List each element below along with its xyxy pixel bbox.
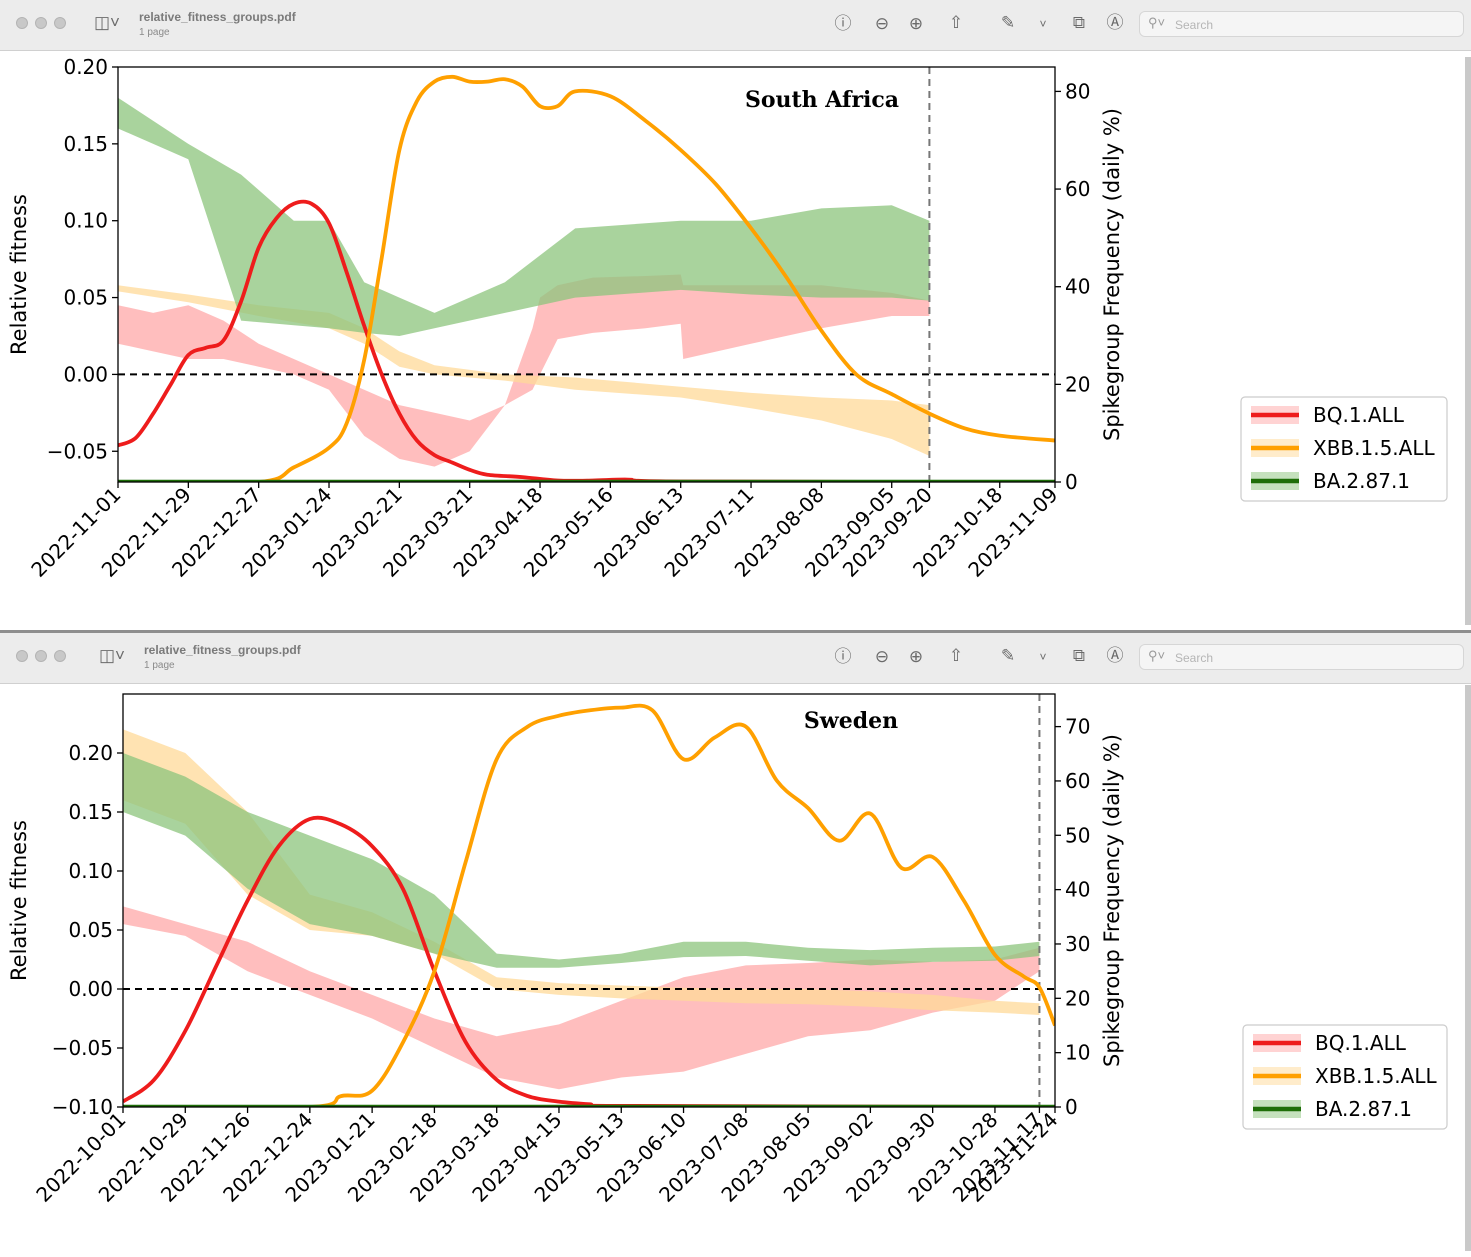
legend-label-ba-2-87-1: BA.2.87.1 [1315, 1097, 1412, 1121]
fitness-band-bq-1-all [118, 274, 930, 467]
zoom-window-button[interactable] [54, 650, 66, 662]
pdf-page-2: 0.20 0.15 0.10 0.05 0.00 −0.05 −0.10 70 60 50 40 30… [6, 685, 1465, 1251]
document-subtitle: 1 page [139, 27, 170, 38]
search-icon: ⚲˅ [1148, 15, 1166, 30]
close-window-button[interactable] [16, 650, 28, 662]
scrollbar[interactable] [1465, 685, 1471, 1251]
preview-window-1: ◫˅ relative_fitness_groups.pdf 1 page ⓘ … [0, 0, 1471, 630]
legend-label-ba-2-87-1: BA.2.87.1 [1313, 469, 1410, 493]
minimize-window-button[interactable] [35, 17, 47, 29]
plot-frame [117, 66, 1056, 483]
info-icon[interactable]: ⓘ [834, 14, 852, 33]
search-placeholder: Search [1175, 651, 1214, 665]
y-axis-label: Relative fitness [7, 820, 31, 981]
plot-frame [122, 693, 1056, 1108]
y2-tick-label: 50 [1065, 823, 1090, 847]
chevron-down-icon[interactable]: ˅ [1039, 17, 1047, 31]
plot-content [118, 67, 1055, 482]
markup-icon[interactable]: ✎ [1000, 646, 1016, 665]
window-toolbar: ◫˅ relative_fitness_groups.pdf 1 page ⓘ … [0, 633, 1471, 684]
y2-axis-label: Spikegroup Frequency (daily %) [1100, 734, 1124, 1067]
zoom-window-button[interactable] [54, 17, 66, 29]
y2-tick-label: 10 [1065, 1041, 1090, 1065]
y2-tick-label: 40 [1065, 878, 1090, 902]
minimize-window-button[interactable] [35, 650, 47, 662]
y-tick-label: 0.10 [63, 209, 108, 233]
info-icon[interactable]: ⓘ [834, 647, 852, 666]
search-field[interactable]: ⚲˅ Search [1139, 644, 1464, 670]
legend-label-xbb-1-5-all: XBB.1.5.ALL [1313, 436, 1435, 460]
search-icon: ⚲˅ [1148, 648, 1166, 663]
y-tick-label: 0.00 [63, 362, 108, 386]
sweden-chart: 0.20 0.15 0.10 0.05 0.00 −0.05 −0.10 70 60 50 40 30… [7, 693, 1448, 1207]
legend-label-bq-1-all: BQ.1.ALL [1313, 403, 1405, 427]
y2-tick-label: 20 [1065, 372, 1090, 396]
share-icon[interactable]: ⇧ [948, 646, 964, 665]
scrollbar[interactable] [1465, 57, 1471, 625]
chevron-down-icon[interactable]: ˅ [1039, 650, 1047, 664]
y-tick-label: 0.20 [63, 57, 108, 79]
y2-tick-label: 20 [1065, 986, 1090, 1010]
share-icon[interactable]: ⇧ [948, 13, 964, 32]
fitness-band-ba-2-87-1 [118, 97, 930, 336]
zoom-out-icon[interactable]: ⊖ [874, 14, 890, 33]
frequency-line-xbb-1-5-all [118, 74, 1055, 482]
y2-tick-label: 0 [1065, 470, 1078, 494]
y2-tick-label: 60 [1065, 177, 1090, 201]
search-field[interactable]: ⚲˅ Search [1139, 11, 1464, 37]
search-placeholder: Search [1175, 18, 1214, 32]
pdf-page-1: 0.20 0.15 0.10 0.05 0.00 −0.05 80 60 40 20 0 2022-1… [6, 55, 1465, 625]
document-subtitle: 1 page [144, 660, 175, 671]
document-title: relative_fitness_groups.pdf [139, 10, 296, 24]
chart-title: Sweden [804, 708, 898, 734]
y2-tick-label: 60 [1065, 769, 1090, 793]
y2-axis-label: Spikegroup Frequency (daily %) [1100, 108, 1124, 441]
zoom-out-icon[interactable]: ⊖ [874, 647, 890, 666]
zoom-in-icon[interactable]: ⊕ [908, 14, 924, 33]
annotate-icon[interactable]: Ⓐ [1106, 646, 1124, 665]
window-toolbar: ◫˅ relative_fitness_groups.pdf 1 page ⓘ … [0, 0, 1471, 51]
y2-tick-label: 80 [1065, 79, 1090, 103]
y-tick-label: −0.05 [52, 1036, 113, 1060]
rotate-icon[interactable]: ⧉ [1072, 13, 1086, 32]
document-title: relative_fitness_groups.pdf [144, 643, 301, 657]
legend-label-xbb-1-5-all: XBB.1.5.ALL [1315, 1064, 1437, 1088]
y-tick-label: 0.15 [63, 132, 108, 156]
rotate-icon[interactable]: ⧉ [1072, 646, 1086, 665]
sidebar-icon[interactable]: ◫˅ [99, 646, 125, 665]
preview-window-2: ◫˅ relative_fitness_groups.pdf 1 page ⓘ … [0, 633, 1471, 1257]
close-window-button[interactable] [16, 17, 28, 29]
chart-title: South Africa [745, 87, 899, 113]
y-tick-label: 0.20 [68, 741, 113, 765]
annotate-icon[interactable]: Ⓐ [1106, 13, 1124, 32]
y-tick-label: −0.05 [47, 439, 108, 463]
fitness-band-ba-2-87-1 [123, 753, 1040, 968]
markup-icon[interactable]: ✎ [1000, 13, 1016, 32]
y-tick-label: −0.10 [52, 1095, 113, 1119]
y2-tick-label: 30 [1065, 932, 1090, 956]
y-tick-label: 0.00 [68, 977, 113, 1001]
y-tick-label: 0.10 [68, 859, 113, 883]
zoom-in-icon[interactable]: ⊕ [908, 647, 924, 666]
plot-content [123, 694, 1055, 1107]
y2-tick-label: 40 [1065, 275, 1090, 299]
fitness-band-xbb-1-5-all [118, 285, 930, 456]
y-tick-label: 0.15 [68, 800, 113, 824]
y2-tick-label: 70 [1065, 715, 1090, 739]
south-africa-chart: 0.200.150.100.050.00−0.058060402002022-1… [7, 55, 1448, 582]
y-tick-label: 0.05 [68, 918, 113, 942]
legend-label-bq-1-all: BQ.1.ALL [1315, 1031, 1407, 1055]
sidebar-icon[interactable]: ◫˅ [94, 13, 120, 32]
y-axis-label: Relative fitness [7, 194, 31, 355]
y2-tick-label: 0 [1065, 1095, 1078, 1119]
frequency-line-xbb-1-5-all [123, 703, 1055, 1107]
y-tick-label: 0.05 [63, 286, 108, 310]
chart-legend: BQ.1.ALL XBB.1.5.ALL BA.2.87.1 [1242, 1024, 1448, 1130]
chart-legend: BQ.1.ALL XBB.1.5.ALL BA.2.87.1 [1240, 396, 1448, 502]
